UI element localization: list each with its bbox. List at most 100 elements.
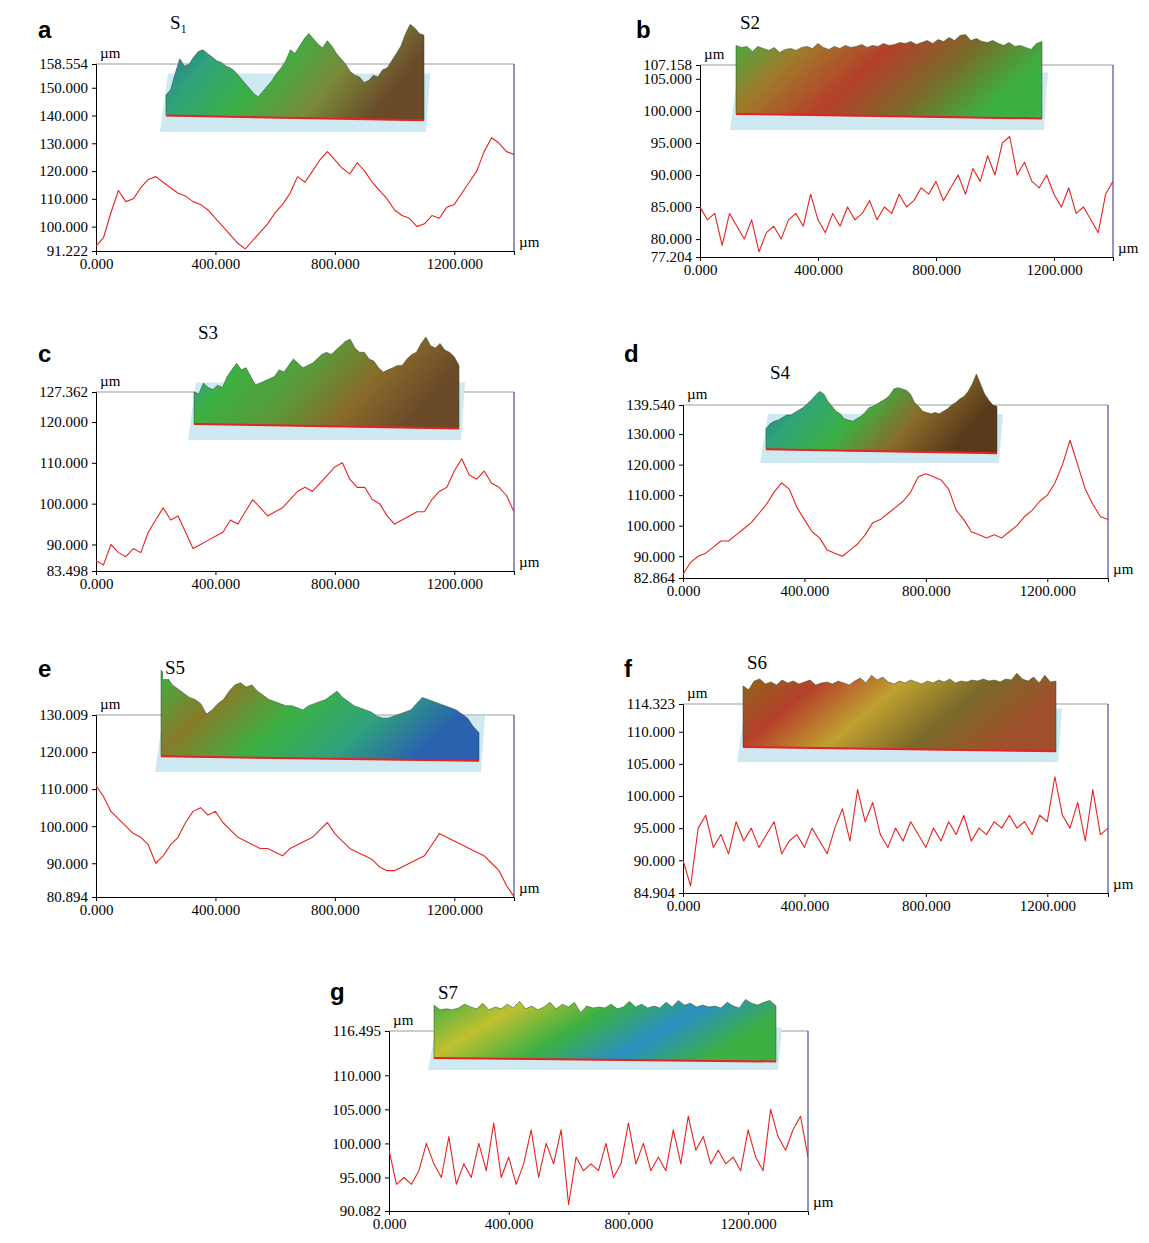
axis-line: [679, 406, 684, 579]
tick-mark: [696, 239, 700, 240]
tick-mark: [92, 504, 96, 505]
tick-mark: [389, 1211, 390, 1215]
profile-line: [700, 137, 1113, 252]
tick-label: 100.000: [39, 496, 88, 512]
tick-mark: [679, 526, 683, 527]
tick: 800.000: [311, 571, 360, 592]
tick: 800.000: [311, 897, 360, 918]
surface-edge: [194, 424, 459, 429]
panel: S580.89490.000100.000110.000120.000130.0…: [39, 656, 539, 918]
tick: 80.000: [651, 231, 700, 247]
tick: 110.000: [40, 781, 96, 797]
tick-label: 800.000: [311, 576, 360, 592]
tick: 95.000: [651, 135, 700, 151]
surface-inset: [155, 670, 485, 772]
profile-line: [96, 785, 514, 896]
tick-mark: [696, 175, 700, 176]
tick: 0.000: [80, 571, 114, 592]
y-axis-title: µm: [687, 685, 708, 701]
tick: 0.000: [373, 1211, 407, 1232]
y-axis-title: µm: [393, 1012, 414, 1028]
tick: 0.000: [80, 897, 114, 918]
tick-label: 130.000: [626, 426, 675, 442]
surface-inset: [760, 374, 1003, 463]
tick: 120.000: [626, 457, 683, 473]
tick-label: 90.000: [47, 537, 88, 553]
tick-label: 110.000: [627, 724, 675, 740]
panel-label: b: [636, 16, 651, 43]
panel-label: a: [38, 16, 52, 43]
x-axis-title: µm: [519, 234, 540, 250]
tick-mark: [683, 578, 684, 582]
tick-label: 120.000: [39, 414, 88, 430]
panel-label: f: [624, 655, 633, 682]
tick-mark: [936, 257, 937, 261]
tick-label: 105.000: [626, 756, 675, 772]
tick-mark: [679, 860, 683, 861]
tick-mark: [696, 111, 700, 112]
title: S4: [770, 362, 791, 383]
axis-line: [92, 716, 97, 898]
tick-label: 90.000: [634, 549, 675, 565]
title-group: S₁: [168, 11, 189, 34]
panel: S383.49890.000100.000110.000120.000127.3…: [39, 321, 539, 592]
tick: 400.000: [192, 571, 241, 592]
panel-label: g: [330, 978, 345, 1005]
plot-area: [389, 1109, 808, 1204]
panel: S482.86490.000100.000110.000120.000130.0…: [626, 361, 1133, 599]
tick-mark: [679, 465, 683, 466]
tick-mark: [454, 251, 455, 255]
tick-label: 400.000: [781, 898, 830, 914]
tick-label: 1200.000: [1026, 262, 1082, 278]
y-axis: 84.90490.00095.000100.000105.000110.0001…: [626, 696, 683, 901]
tick-label: 400.000: [485, 1216, 534, 1232]
x-axis: 0.000400.000800.0001200.000: [667, 893, 1109, 914]
tick-mark: [454, 897, 455, 901]
tick: 85.000: [651, 199, 700, 215]
profile-line: [683, 440, 1108, 574]
tick: 100.000: [626, 788, 683, 804]
x-axis-title: µm: [813, 1194, 834, 1210]
tick-label: 400.000: [192, 256, 241, 272]
tick-label: 85.000: [651, 199, 692, 215]
tick-label: 0.000: [80, 576, 114, 592]
tick: 105.000: [643, 71, 700, 87]
axis-line: [701, 258, 1114, 262]
tick-mark: [335, 251, 336, 255]
x-axis: 0.000400.000800.0001200.000: [373, 1211, 809, 1232]
tick-label: 400.000: [794, 262, 843, 278]
tick-label: 1200.000: [427, 576, 483, 592]
tick-mark: [696, 143, 700, 144]
surface-edge: [161, 756, 479, 760]
tick: 90.000: [651, 167, 700, 183]
tick: 400.000: [192, 897, 241, 918]
tick-label: 100.000: [39, 219, 88, 235]
tick-label: 110.000: [627, 487, 675, 503]
surface-inset: [428, 999, 782, 1070]
title-group: S3: [196, 321, 220, 344]
title-patch: [168, 11, 189, 34]
title-patch: [768, 361, 793, 384]
plot-area: [96, 785, 514, 896]
tick-label: 114.323: [627, 696, 675, 712]
tick-label: 105.000: [332, 1102, 381, 1118]
axis-line: [92, 393, 97, 572]
tick: 800.000: [605, 1211, 654, 1232]
title-group: S6: [745, 651, 769, 674]
tick-mark: [679, 556, 683, 557]
tick: 114.323: [627, 696, 683, 712]
x-axis: 0.000400.000800.0001200.000: [667, 578, 1109, 599]
y-axis: 90.08295.000100.000105.000110.000116.495: [332, 1023, 389, 1219]
tick-mark: [696, 79, 700, 80]
tick: 100.000: [643, 103, 700, 119]
x-axis-title: µm: [519, 880, 540, 896]
profile-line: [389, 1109, 808, 1204]
tick-mark: [92, 143, 96, 144]
tick: 110.000: [627, 724, 683, 740]
tick-label: 400.000: [781, 583, 830, 599]
tick-label: 100.000: [39, 819, 88, 835]
surface-edge: [434, 1058, 776, 1061]
surface-edge: [743, 747, 1056, 751]
y-axis-title: µm: [100, 45, 121, 61]
tick-mark: [92, 251, 96, 252]
